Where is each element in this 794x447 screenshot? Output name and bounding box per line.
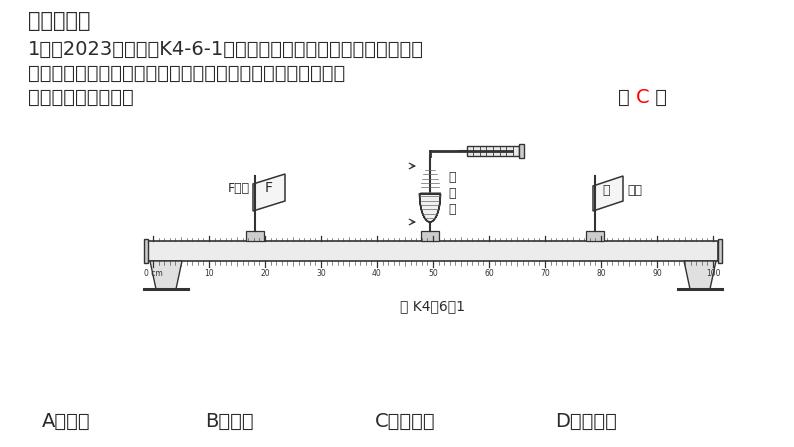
- Text: 60: 60: [484, 269, 494, 278]
- Bar: [519, 144, 524, 158]
- Text: 』: 』: [603, 185, 610, 198]
- Bar: [467, 146, 519, 156]
- Bar: [421, 231, 439, 241]
- Text: C．晶状体: C．晶状体: [375, 412, 436, 431]
- Text: B．瞳孔: B．瞳孔: [205, 412, 253, 431]
- Bar: [718, 239, 722, 263]
- Text: 一、选择题: 一、选择题: [28, 11, 91, 31]
- Text: F光源: F光源: [228, 181, 250, 194]
- Text: 1．（2023广西）图K4-6-1是跨学科实践小组利用物理实验室的光: 1．（2023广西）图K4-6-1是跨学科实践小组利用物理实验室的光: [28, 40, 424, 59]
- Text: 10: 10: [204, 269, 214, 278]
- Bar: [246, 231, 264, 241]
- Bar: [144, 239, 148, 263]
- Text: F: F: [265, 181, 273, 195]
- Text: 水
透
镜: 水 透 镜: [448, 171, 456, 216]
- Text: 70: 70: [540, 269, 550, 278]
- Polygon shape: [150, 261, 182, 289]
- Text: 50: 50: [428, 269, 437, 278]
- Text: 具座及配件设计的一个模拟人的眼球成像过程装置，其中水透: 具座及配件设计的一个模拟人的眼球成像过程装置，其中水透: [28, 64, 345, 83]
- Text: C: C: [636, 88, 649, 107]
- Polygon shape: [593, 176, 623, 211]
- Text: 90: 90: [652, 269, 662, 278]
- Text: 40: 40: [372, 269, 382, 278]
- Text: 镜相当于眼球结构的: 镜相当于眼球结构的: [28, 88, 133, 107]
- Text: D．视网膜: D．视网膜: [555, 412, 617, 431]
- Text: A．角膜: A．角膜: [42, 412, 91, 431]
- Polygon shape: [684, 261, 716, 289]
- Text: 80: 80: [596, 269, 606, 278]
- Text: 光屏: 光屏: [627, 185, 642, 198]
- Bar: [586, 231, 604, 241]
- Text: 100: 100: [706, 269, 720, 278]
- Text: 0 cm: 0 cm: [144, 269, 163, 278]
- Text: ）: ）: [649, 88, 667, 107]
- Polygon shape: [419, 194, 441, 222]
- Text: 30: 30: [316, 269, 326, 278]
- Text: 图 K4－6－1: 图 K4－6－1: [400, 299, 465, 313]
- Text: 20: 20: [260, 269, 270, 278]
- Text: （: （: [618, 88, 636, 107]
- Bar: [148, 241, 718, 261]
- Polygon shape: [253, 174, 285, 211]
